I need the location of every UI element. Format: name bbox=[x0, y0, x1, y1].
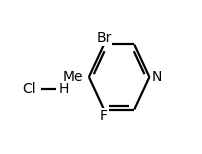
Text: N: N bbox=[152, 70, 162, 84]
Text: Cl: Cl bbox=[22, 82, 36, 96]
Text: H: H bbox=[59, 82, 69, 96]
Text: F: F bbox=[100, 109, 108, 123]
Text: Me: Me bbox=[62, 70, 83, 84]
Text: Br: Br bbox=[96, 31, 112, 45]
